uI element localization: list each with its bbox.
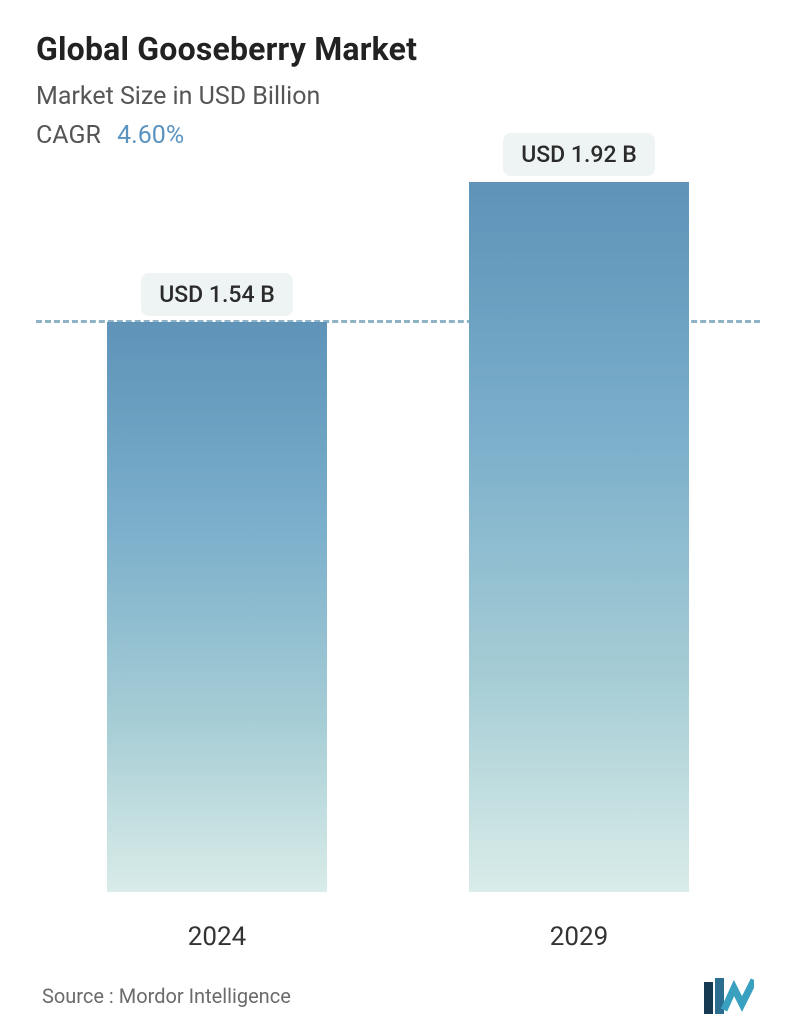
cagr-value: 4.60% <box>117 121 184 150</box>
page-subtitle: Market Size in USD Billion <box>36 82 760 111</box>
value-badge: USD 1.92 B <box>503 133 655 176</box>
bar-group-2029: USD 1.92 B <box>427 133 731 892</box>
bar-2029 <box>469 182 689 892</box>
cagr-label: CAGR <box>36 121 101 150</box>
x-label: 2029 <box>427 922 731 952</box>
x-label: 2024 <box>65 922 369 952</box>
x-axis: 2024 2029 <box>36 922 760 952</box>
bar-chart: USD 1.54 B USD 1.92 B 2024 2029 <box>36 180 760 972</box>
value-badge: USD 1.54 B <box>141 273 293 316</box>
page-title: Global Gooseberry Market <box>36 30 760 68</box>
mordor-logo-icon <box>704 978 754 1014</box>
bars-container: USD 1.54 B USD 1.92 B <box>36 180 760 892</box>
footer: Source : Mordor Intelligence <box>36 972 760 1014</box>
bar-group-2024: USD 1.54 B <box>65 273 369 892</box>
source-label: Source : Mordor Intelligence <box>42 984 291 1008</box>
bar-2024 <box>107 322 327 892</box>
chart-page: Global Gooseberry Market Market Size in … <box>0 0 796 1034</box>
